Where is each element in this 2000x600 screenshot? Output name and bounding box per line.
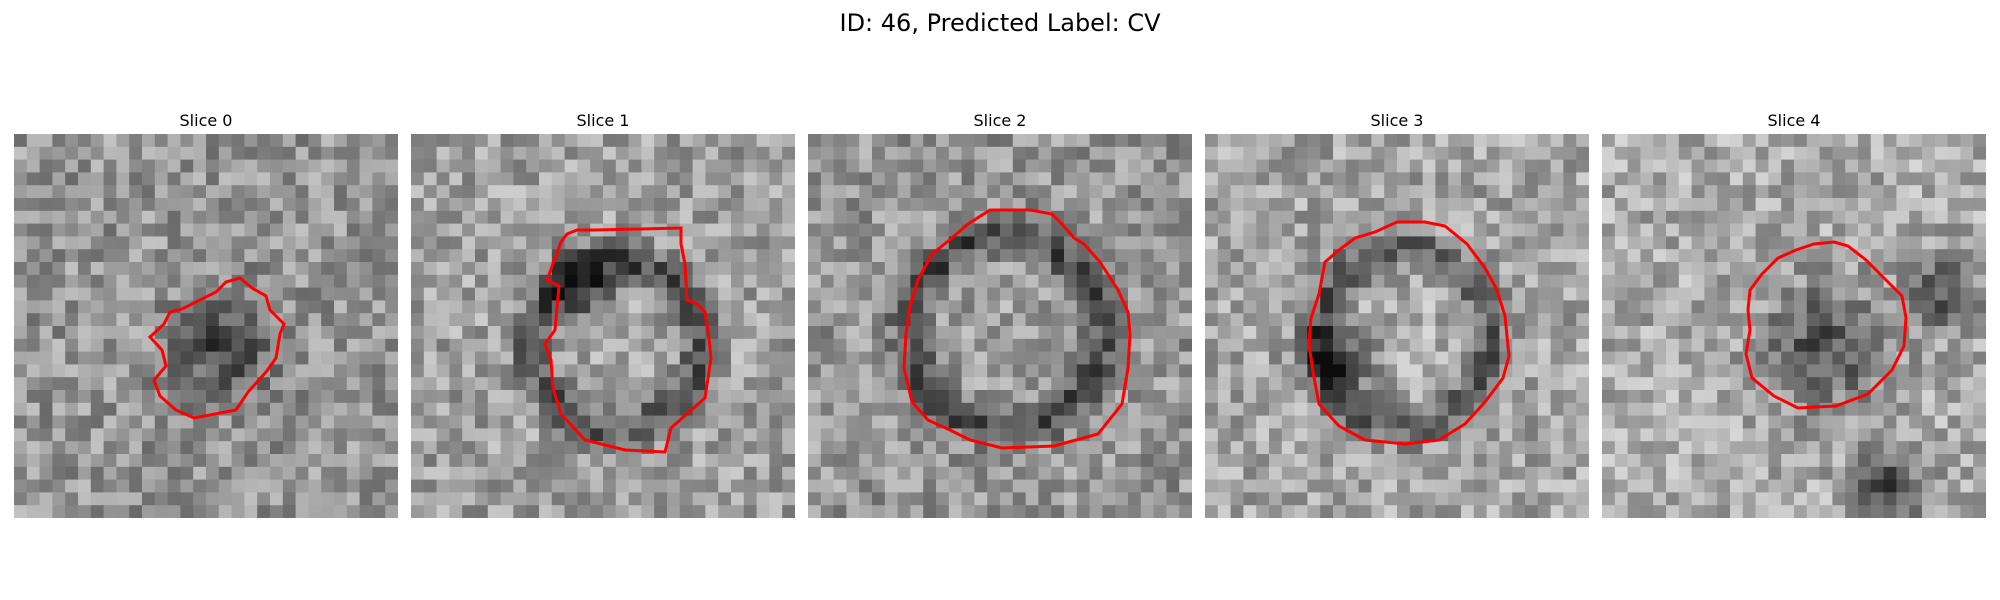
slice-panel-1: Slice 1 bbox=[411, 108, 795, 518]
slice-texture-4 bbox=[1602, 134, 1986, 518]
slice-title-4: Slice 4 bbox=[1767, 111, 1821, 130]
slice-panel-3: Slice 3 bbox=[1205, 108, 1589, 518]
segmentation-contour-1 bbox=[543, 226, 713, 454]
slice-texture-0 bbox=[14, 134, 398, 518]
slice-texture-2 bbox=[808, 134, 1192, 518]
slice-image-4 bbox=[1602, 134, 1986, 518]
segmentation-contour-0 bbox=[147, 276, 286, 420]
slice-panel-0: Slice 0 bbox=[14, 108, 398, 518]
slice-title-0: Slice 0 bbox=[179, 111, 233, 130]
figure-title: ID: 46, Predicted Label: CV bbox=[839, 9, 1161, 37]
segmentation-contour-2 bbox=[902, 208, 1132, 450]
slice-panel-4: Slice 4 bbox=[1602, 108, 1986, 518]
slice-image-0 bbox=[14, 134, 398, 518]
slice-image-2 bbox=[808, 134, 1192, 518]
slice-title-3: Slice 3 bbox=[1370, 111, 1424, 130]
segmentation-contour-4 bbox=[1744, 240, 1908, 410]
slice-texture-1 bbox=[411, 134, 795, 518]
slice-title-1: Slice 1 bbox=[576, 111, 630, 130]
slice-image-1 bbox=[411, 134, 795, 518]
slice-panel-2: Slice 2 bbox=[808, 108, 1192, 518]
slice-image-3 bbox=[1205, 134, 1589, 518]
slice-texture-3 bbox=[1205, 134, 1589, 518]
slice-title-2: Slice 2 bbox=[973, 111, 1027, 130]
segmentation-contour-3 bbox=[1307, 220, 1511, 446]
